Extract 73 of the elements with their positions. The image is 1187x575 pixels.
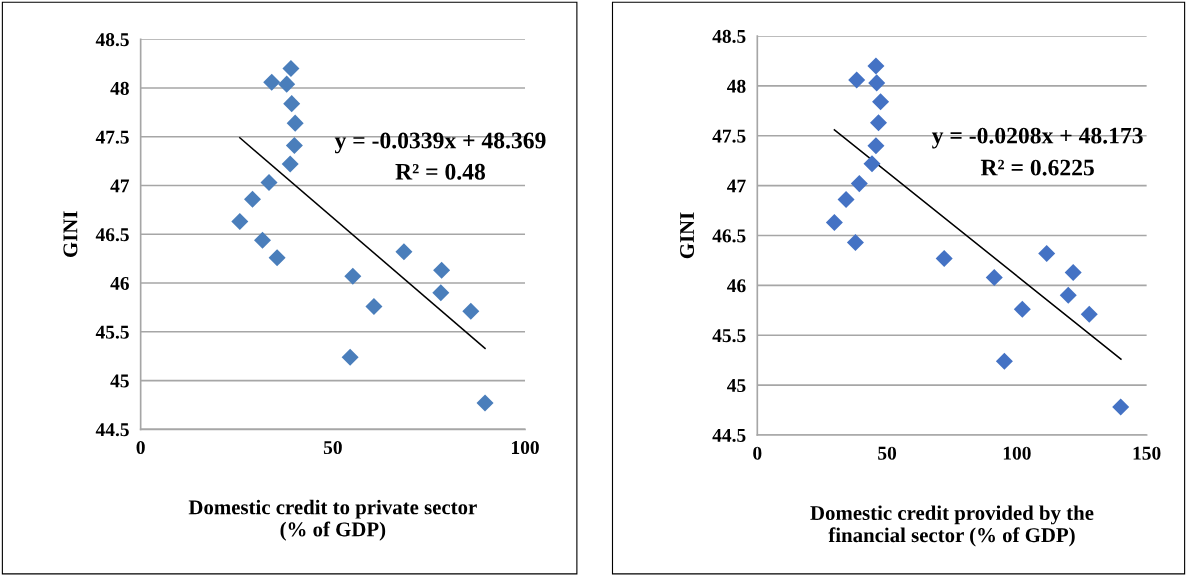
point bbox=[244, 190, 262, 208]
y-tick-label: 47.5 bbox=[95, 130, 129, 144]
point bbox=[260, 174, 278, 192]
x-axis-title: Domestic credit to private sector (% of GDP) bbox=[188, 499, 477, 541]
point bbox=[870, 114, 888, 132]
y-tick-label: 48 bbox=[727, 79, 746, 93]
point bbox=[282, 60, 300, 78]
y-tick-label: 46.5 bbox=[712, 229, 746, 243]
y-axis-title: GINI bbox=[63, 211, 78, 257]
y-tick-label: 44.5 bbox=[95, 423, 129, 437]
point bbox=[1080, 305, 1098, 323]
point bbox=[341, 348, 359, 366]
point bbox=[825, 214, 843, 232]
point bbox=[285, 137, 303, 155]
y-tick-label: 45 bbox=[110, 374, 129, 388]
point bbox=[462, 302, 480, 320]
y-tick-label: 47 bbox=[110, 179, 130, 193]
point bbox=[863, 155, 881, 173]
point bbox=[1013, 300, 1031, 318]
x-tick-label: 100 bbox=[511, 440, 539, 455]
annotation: R² = 0.6225 bbox=[980, 159, 1094, 176]
point bbox=[432, 284, 450, 302]
y-tick-label: 48 bbox=[110, 81, 129, 95]
point bbox=[848, 71, 866, 89]
point bbox=[1064, 263, 1082, 281]
point bbox=[283, 95, 301, 113]
point bbox=[286, 114, 304, 132]
x-tick-label: 50 bbox=[878, 446, 897, 460]
point bbox=[231, 213, 249, 231]
annotation: y = -0.0208x + 48.173 bbox=[931, 127, 1143, 149]
x-tick-label: 0 bbox=[753, 446, 762, 460]
y-tick-label: 46 bbox=[110, 276, 129, 290]
point bbox=[433, 261, 451, 279]
point bbox=[935, 249, 953, 267]
point bbox=[867, 137, 885, 155]
point bbox=[850, 175, 868, 193]
point bbox=[344, 267, 362, 285]
point bbox=[985, 268, 1003, 286]
y-tick-label: 48.5 bbox=[95, 33, 129, 47]
x-tick-label: 0 bbox=[136, 440, 145, 455]
point bbox=[263, 73, 281, 91]
point bbox=[395, 243, 413, 261]
point bbox=[867, 57, 885, 75]
point bbox=[868, 74, 886, 92]
point bbox=[1038, 244, 1056, 262]
x-tick-label: 150 bbox=[1133, 446, 1161, 460]
annotation: R² = 0.48 bbox=[395, 163, 486, 180]
point bbox=[1112, 398, 1130, 416]
annotation: y = -0.0339x + 48.369 bbox=[334, 132, 546, 154]
y-axis-title: GINI bbox=[680, 212, 695, 259]
y-tick-label: 45.5 bbox=[95, 325, 129, 339]
y-tick-label: 48.5 bbox=[712, 29, 746, 44]
point bbox=[476, 394, 494, 412]
point bbox=[995, 352, 1013, 370]
point bbox=[365, 297, 383, 315]
x-tick-label: 100 bbox=[1003, 446, 1031, 460]
y-tick-label: 45 bbox=[727, 379, 746, 393]
y-tick-label: 46.5 bbox=[95, 228, 129, 242]
y-tick-label: 44.5 bbox=[712, 428, 746, 443]
x-tick-label: 50 bbox=[323, 440, 342, 455]
y-tick-label: 46 bbox=[727, 279, 746, 293]
point bbox=[253, 231, 271, 249]
y-tick-label: 47.5 bbox=[712, 129, 746, 143]
point bbox=[846, 233, 864, 251]
x-axis-title: Domestic credit provided by the financial sector (% of GDP) bbox=[810, 505, 1094, 547]
point bbox=[1059, 286, 1077, 304]
point bbox=[872, 93, 890, 111]
y-tick-label: 45.5 bbox=[712, 329, 746, 343]
point bbox=[281, 155, 299, 173]
point bbox=[837, 191, 855, 209]
point bbox=[268, 249, 286, 267]
point bbox=[278, 75, 296, 93]
y-tick-label: 47 bbox=[727, 179, 746, 193]
